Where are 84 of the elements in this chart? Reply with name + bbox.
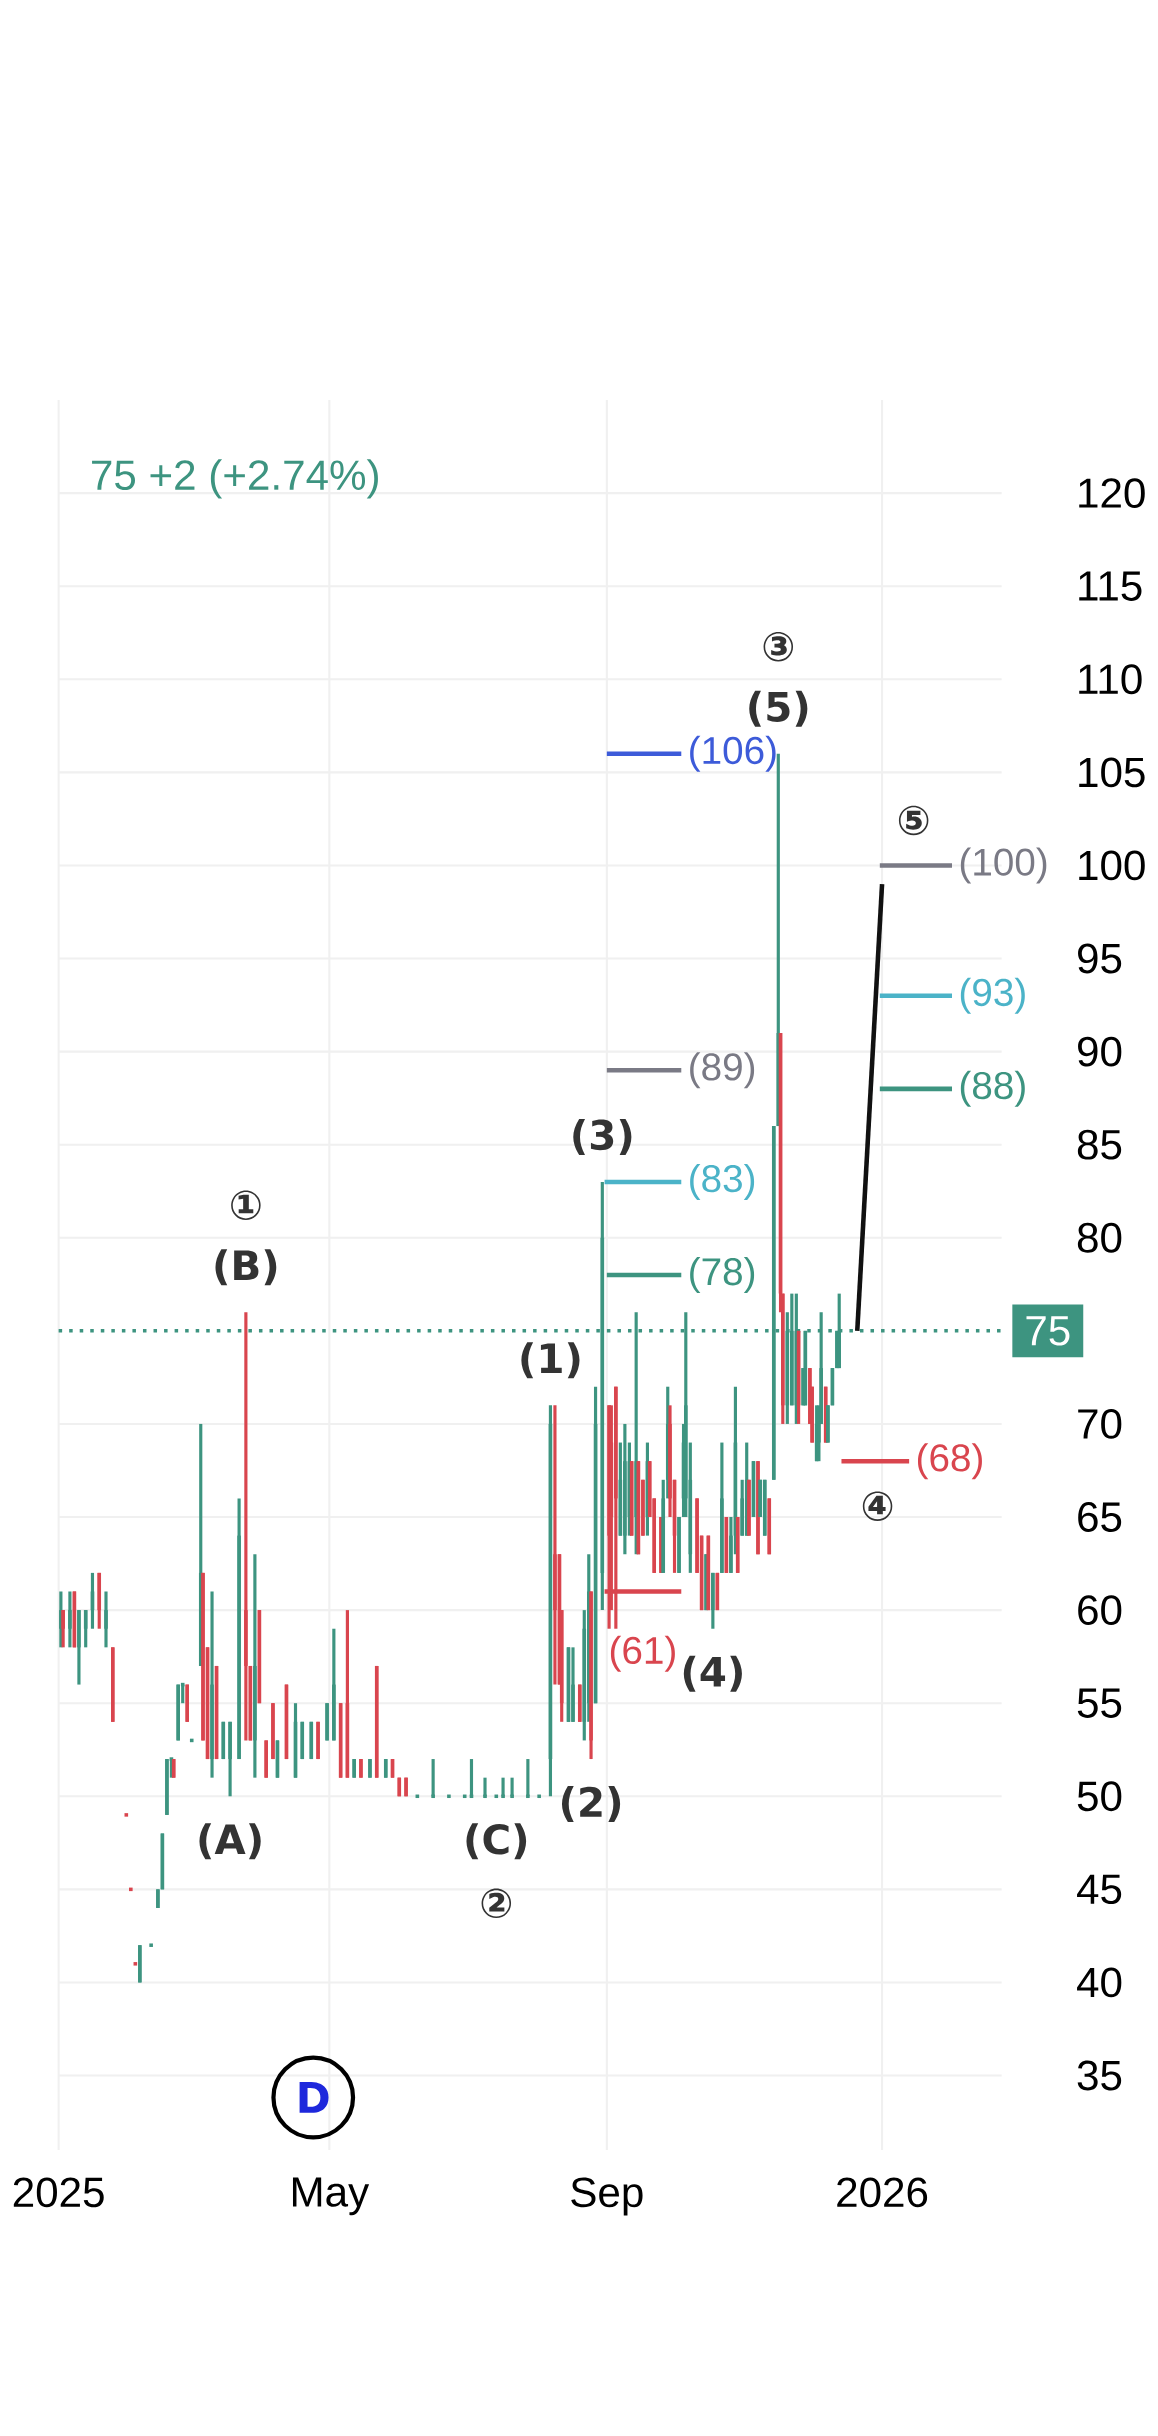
- candlestick: [359, 1759, 363, 1778]
- annotation: (1): [521, 1342, 580, 1379]
- x-tick-label: 2026: [837, 2177, 928, 2208]
- annotation: ③: [763, 632, 793, 662]
- annotation: (5): [749, 690, 808, 727]
- candlestick: [300, 1720, 305, 1761]
- candlestick: [404, 1777, 408, 1797]
- ref-line-label: 75: [1026, 1316, 1070, 1346]
- y-tick-label: 110: [1079, 664, 1142, 695]
- candlestick: [253, 1554, 257, 1778]
- y-tick-label: 90: [1077, 1036, 1122, 1067]
- series-label: (106): [690, 735, 776, 772]
- y-tick-label: 45: [1076, 1874, 1122, 1905]
- annotation: ④: [862, 1491, 893, 1521]
- candlestick: [77, 1610, 81, 1685]
- text: 75 +2 (+2.74%): [92, 459, 378, 499]
- series-label: (100): [960, 847, 1047, 884]
- candlestick: [589, 1591, 593, 1761]
- y-tick-label: 50: [1077, 1781, 1122, 1812]
- annotation: (B): [215, 1249, 277, 1286]
- annotation: (A): [199, 1823, 261, 1860]
- series-label: (68): [917, 1443, 982, 1480]
- x-tick-label: Sep: [571, 2177, 643, 2216]
- series-label: (83): [690, 1163, 755, 1200]
- series-label: (93): [960, 977, 1025, 1014]
- candlestick: [352, 1759, 356, 1778]
- candlestick: [390, 1759, 395, 1778]
- candlestick: [826, 1405, 830, 1443]
- candlestick: [237, 1498, 241, 1760]
- x-tick-label: May: [292, 2177, 370, 2216]
- y-tick-label: 115: [1079, 571, 1142, 601]
- candlestick: [316, 1720, 320, 1761]
- candlestick: [185, 1684, 189, 1722]
- x-tick-label: 2025: [13, 2177, 104, 2208]
- candlestick: [553, 1405, 557, 1685]
- annotation: ②: [481, 1888, 511, 1919]
- candlestick: [165, 1759, 169, 1815]
- y-tick-label: 80: [1077, 1222, 1122, 1253]
- y-tick-label: 100: [1079, 850, 1145, 881]
- candlestick: [383, 1759, 388, 1778]
- y-tick-label: 70: [1078, 1409, 1122, 1439]
- candlestick: [623, 1422, 627, 1555]
- candlestick: [83, 1610, 88, 1648]
- series-label: (88): [960, 1070, 1025, 1107]
- candlestick: [331, 1628, 336, 1741]
- candlestick: [97, 1571, 101, 1629]
- series-label: (61): [610, 1635, 675, 1672]
- y-tick-label: 35: [1077, 2060, 1122, 2091]
- candlestick: [149, 1943, 153, 1947]
- y-tick-label: 85: [1077, 1129, 1122, 1160]
- y-tick-label: 65: [1078, 1502, 1122, 1532]
- candlestick: [677, 1517, 681, 1573]
- candlestick: [228, 1720, 232, 1797]
- candlestick: [214, 1664, 219, 1761]
- y-tick-label: 55: [1077, 1688, 1122, 1718]
- annotation: ⑤: [898, 805, 929, 836]
- candlestick: [325, 1703, 329, 1741]
- candlestick: [368, 1759, 372, 1778]
- candlestick: [767, 1498, 772, 1555]
- candlestick: [156, 1889, 160, 1908]
- y-tick-label: 40: [1076, 1967, 1122, 1998]
- y-tick-label: 120: [1079, 478, 1145, 509]
- annotation: (2): [561, 1786, 621, 1823]
- candlestick: [244, 1312, 248, 1741]
- candlestick: [711, 1571, 715, 1629]
- candlestick: [271, 1703, 275, 1761]
- series-label: (89): [690, 1052, 755, 1089]
- candlestick: [747, 1479, 751, 1536]
- annotation: ①: [231, 1190, 261, 1220]
- y-tick-label: 60: [1078, 1595, 1122, 1626]
- candlestick: [104, 1591, 108, 1648]
- series-label: (78): [690, 1257, 755, 1294]
- candlestick: [68, 1591, 72, 1648]
- y-tick-label: 95: [1077, 943, 1122, 974]
- annotation: (4): [683, 1655, 742, 1692]
- candlestick: [720, 1442, 724, 1573]
- y-tick-label: 105: [1079, 757, 1145, 788]
- annotation: (3): [573, 1118, 632, 1155]
- candlestick: [264, 1740, 268, 1778]
- annotation: (C): [466, 1823, 527, 1860]
- candlestick: [210, 1591, 214, 1778]
- annotation: D: [299, 2082, 329, 2113]
- candlestick: [740, 1479, 744, 1536]
- candlestick: [571, 1647, 575, 1722]
